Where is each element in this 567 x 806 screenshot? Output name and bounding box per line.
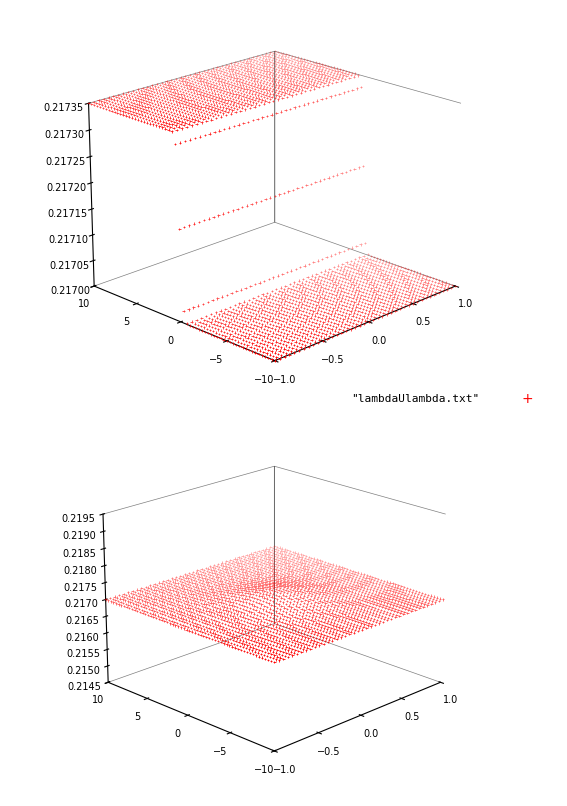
Text: "lambdaUlambda.txt": "lambdaUlambda.txt" — [352, 394, 480, 404]
Text: +: + — [522, 392, 534, 406]
